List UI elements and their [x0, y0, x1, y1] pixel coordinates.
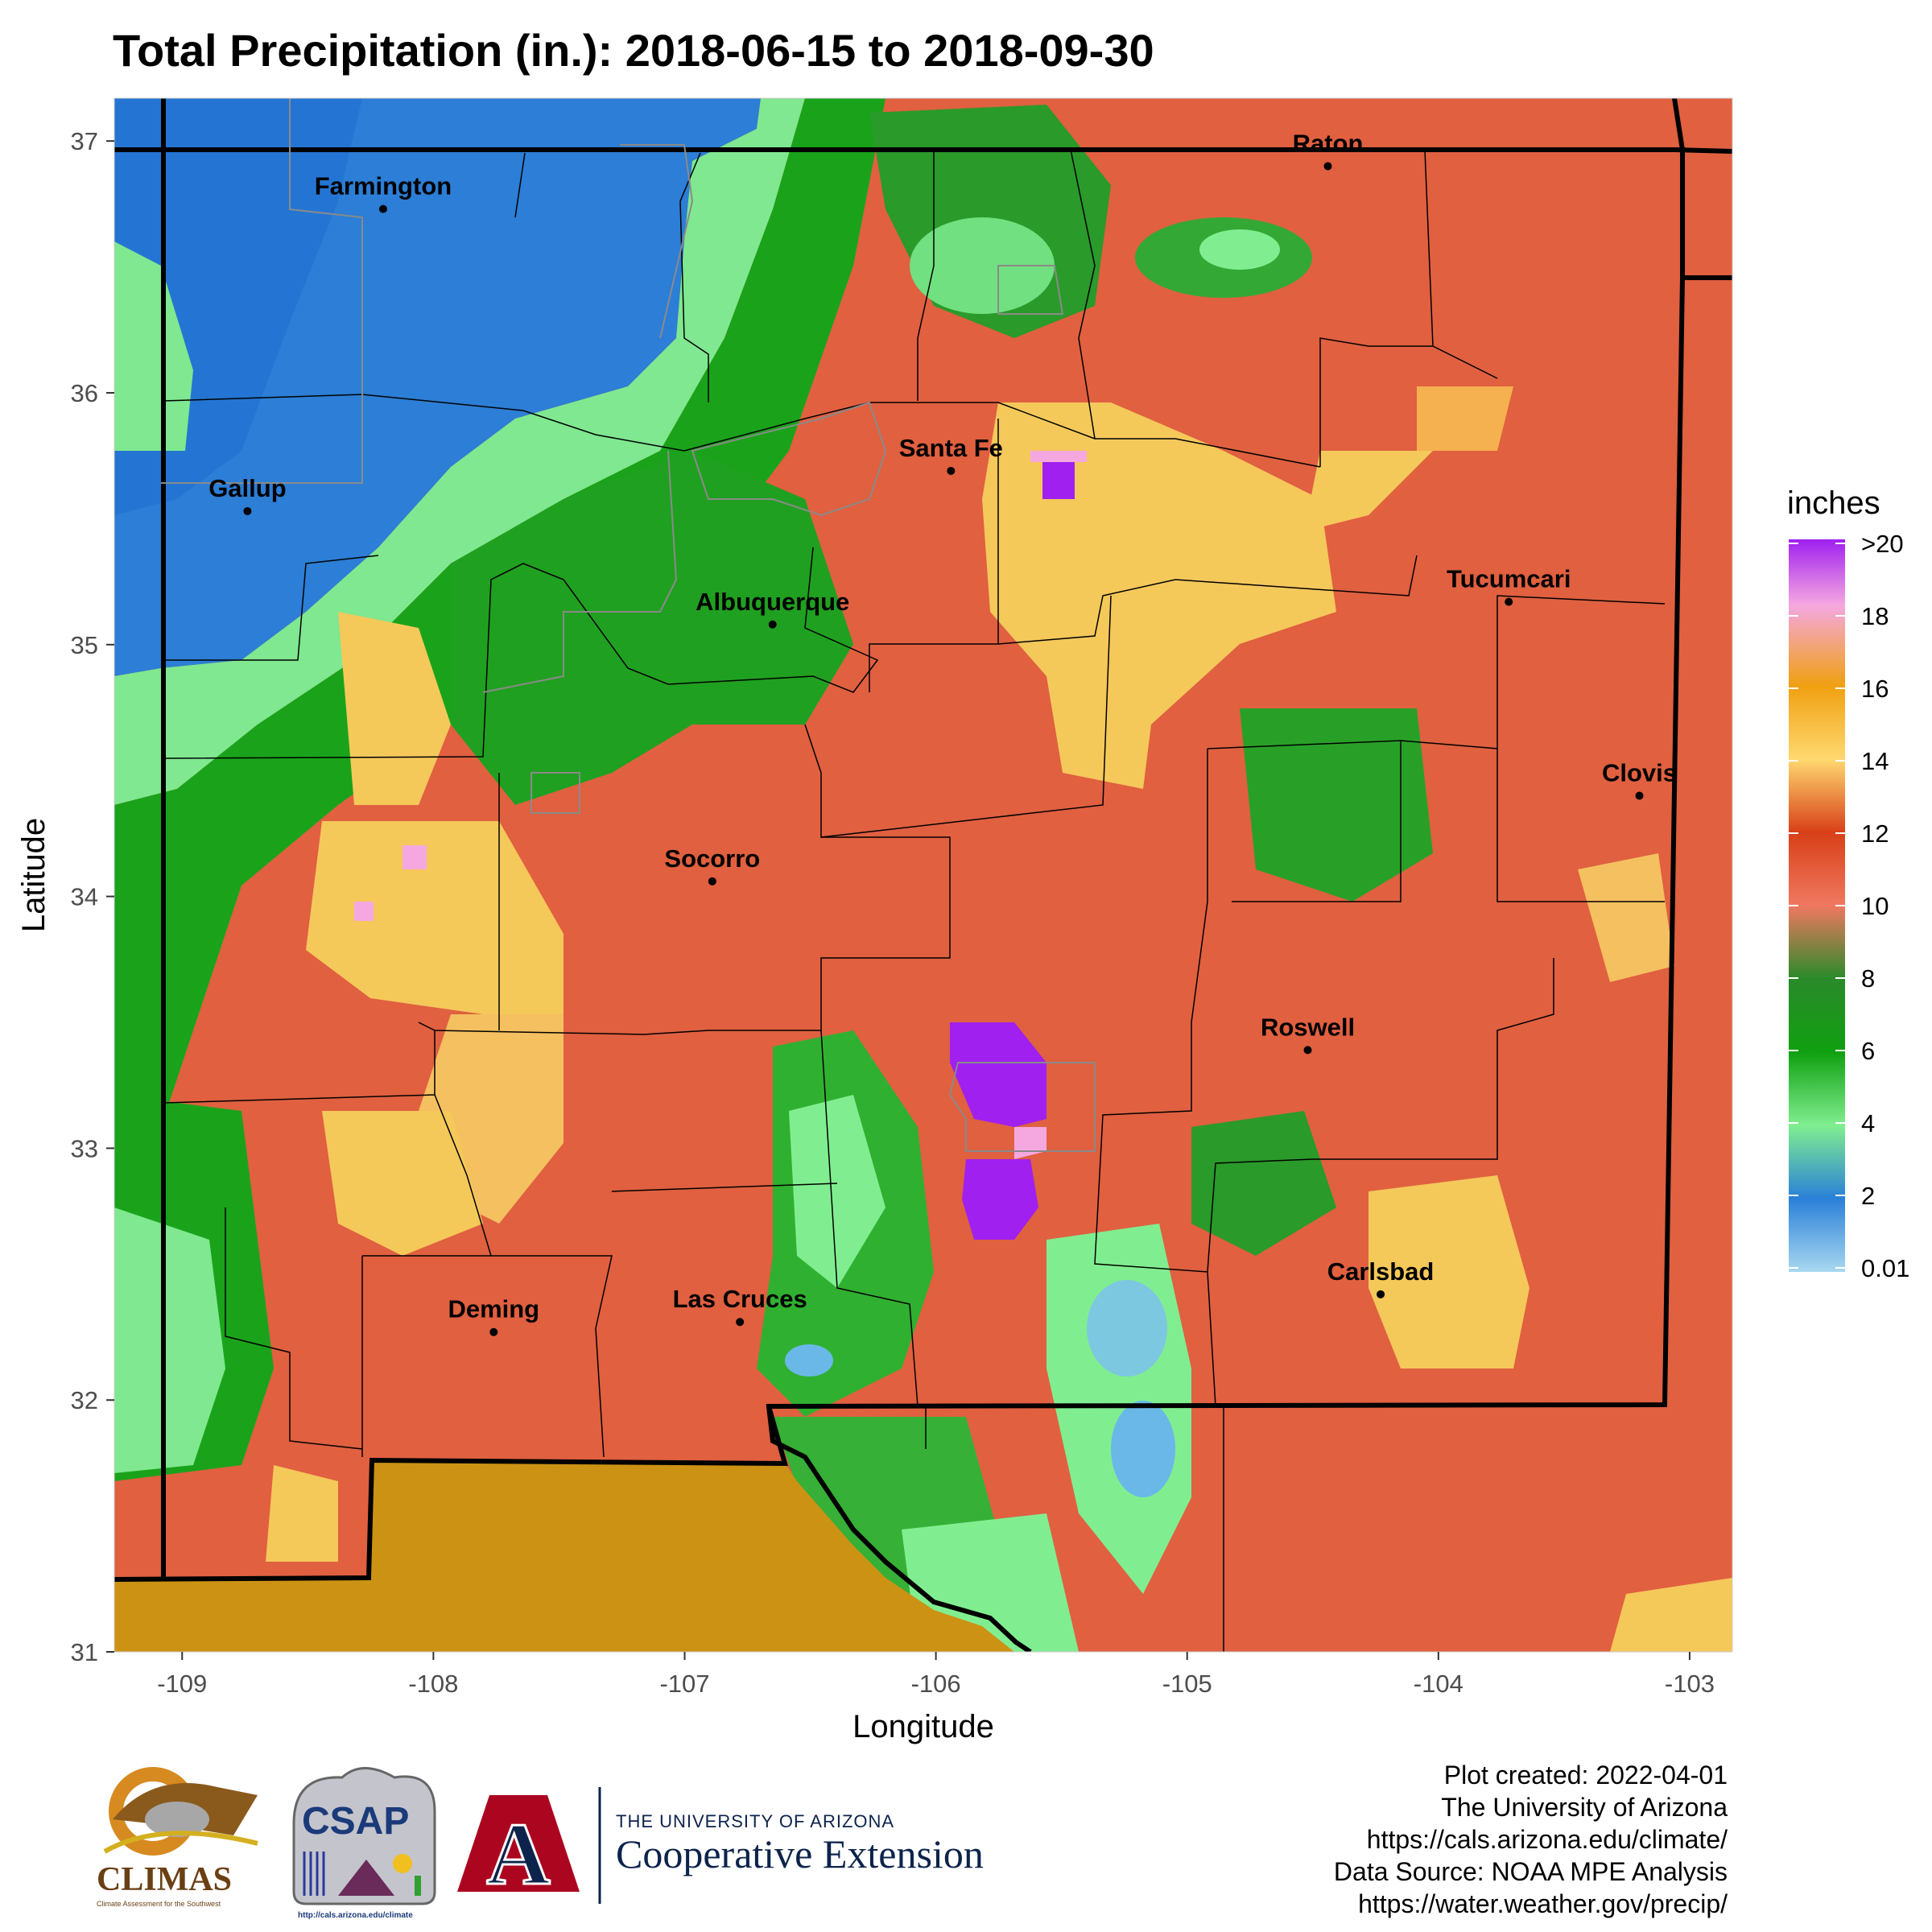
city-marker [1635, 791, 1644, 800]
ua-block-a: A [486, 1805, 550, 1903]
climas-text: CLIMAS [97, 1861, 232, 1898]
x-tick-label: -109 [157, 1670, 207, 1698]
legend-label: 6 [1861, 1037, 1875, 1065]
legend-label: 4 [1861, 1109, 1875, 1137]
university-of-arizona-logo: A THE UNIVERSITY OF ARIZONA Cooperative … [457, 1787, 984, 1905]
svg-text:Climate Assessment for the Sou: Climate Assessment for the Southwest [97, 1900, 221, 1908]
x-tick-label: -108 [408, 1670, 458, 1698]
city-label: Roswell [1261, 1013, 1355, 1041]
city-label: Farmington [315, 172, 452, 200]
city-label: Gallup [208, 474, 286, 502]
credit-source: Data Source: NOAA MPE Analysis [1333, 1857, 1728, 1886]
city-label: Clovis [1602, 758, 1677, 786]
legend-label: >20 [1861, 530, 1904, 558]
reservation-borders [161, 98, 1096, 1152]
city-marker [1505, 597, 1513, 606]
legend-label: 14 [1861, 747, 1889, 775]
city-marker [1303, 1046, 1312, 1055]
city-marker [1323, 162, 1332, 171]
county-borders [163, 149, 1666, 1652]
city-label: Las Cruces [673, 1285, 807, 1313]
city-label: Raton [1293, 129, 1364, 157]
y-tick-label: 35 [71, 631, 98, 659]
city-marker [378, 204, 387, 213]
y-tick-label: 36 [71, 379, 98, 407]
credits: Plot created: 2022-04-01 The University … [1334, 1759, 1728, 1920]
precip-raster [114, 98, 1732, 1652]
x-tick-label: -106 [911, 1670, 961, 1698]
svg-text:THE UNIVERSITY OF ARIZONA: THE UNIVERSITY OF ARIZONA [616, 1811, 894, 1831]
y-tick-label: 37 [71, 127, 98, 155]
y-tick-label: 33 [71, 1134, 98, 1162]
x-tick-label: -104 [1414, 1670, 1463, 1698]
y-tick-label: 34 [71, 883, 98, 911]
legend: inches >20 18 16 14 12 10 8 6 4 2 0.01 [1787, 485, 1909, 1282]
x-tick-label: -107 [659, 1670, 709, 1698]
climas-logo: CLIMAS Climate Assessment for the Southw… [97, 1767, 258, 1908]
city-label: Deming [448, 1295, 539, 1323]
credit-url: https://cals.arizona.edu/climate/ [1366, 1825, 1728, 1854]
city-marker [489, 1327, 498, 1336]
legend-label: 16 [1861, 675, 1889, 703]
legend-title: inches [1787, 485, 1880, 521]
city-label: Carlsbad [1327, 1257, 1435, 1286]
x-tick-label: -105 [1162, 1670, 1212, 1698]
city-label: Albuquerque [696, 588, 849, 616]
svg-text:http://cals.arizona.edu/climat: http://cals.arizona.edu/climate [298, 1911, 413, 1920]
city-marker [768, 620, 777, 629]
y-tick-label: 32 [71, 1386, 98, 1414]
chart-title: Total Precipitation (in.): 2018-06-15 to… [113, 25, 1154, 76]
y-axis: 37 36 35 34 33 32 31 [71, 127, 114, 1666]
city-label: Tucumcari [1447, 565, 1571, 593]
legend-label: 10 [1861, 892, 1889, 920]
legend-label: 0.01 [1861, 1254, 1909, 1282]
legend-label: 8 [1861, 964, 1875, 993]
y-axis-label: Latitude [16, 818, 52, 932]
city-marker [736, 1318, 745, 1327]
y-tick-label: 31 [71, 1638, 98, 1666]
x-tick-label: -103 [1665, 1670, 1715, 1698]
city-marker [1377, 1290, 1385, 1298]
x-axis: -109 -108 -107 -106 -105 -104 -103 [157, 1652, 1715, 1698]
x-axis-label: Longitude [852, 1709, 994, 1744]
csap-text: CSAP [302, 1800, 409, 1843]
csap-logo: CSAP http://cals.arizona.edu/climate [292, 1767, 436, 1920]
city-marker [243, 506, 252, 515]
city-marker [708, 877, 716, 886]
city-marker [947, 466, 956, 475]
credit-date: Plot created: 2022-04-01 [1443, 1761, 1728, 1790]
credit-institution: The University of Arizona [1441, 1793, 1728, 1822]
svg-text:Cooperative Extension: Cooperative Extension [616, 1831, 984, 1876]
state-borders [114, 98, 1732, 1652]
city-layer: Farmington Raton Gallup Santa Fe Albuquerque… [208, 129, 1677, 1336]
city-label: Socorro [664, 844, 760, 873]
city-label: Santa Fe [899, 434, 1003, 462]
legend-label: 18 [1861, 602, 1889, 630]
legend-label: 2 [1861, 1182, 1875, 1210]
credit-source-url: https://water.weather.gov/precip/ [1358, 1889, 1728, 1918]
legend-label: 12 [1861, 819, 1889, 848]
logo-strip: CLIMAS Climate Assessment for the Southw… [97, 1763, 1103, 1924]
